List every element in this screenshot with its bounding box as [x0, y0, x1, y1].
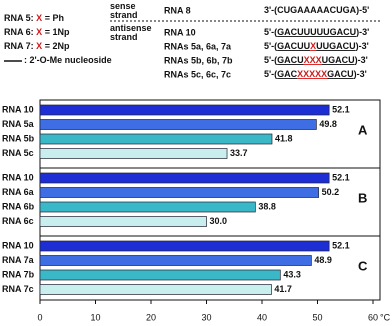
segment: CUGAAAAACUGA — [277, 5, 356, 15]
category-label: RNA 7a — [2, 255, 35, 265]
segment: GACUUUUUGACU — [277, 27, 356, 37]
x-tick-label: 0 — [37, 312, 42, 322]
plot-frame — [39, 99, 381, 301]
value-label: 52.1 — [332, 172, 350, 182]
bar — [39, 240, 330, 252]
segment: )-5' — [356, 5, 369, 15]
bar — [39, 148, 228, 159]
segment: GAC — [277, 69, 298, 79]
bar — [39, 255, 312, 266]
category-label: RNA 5a — [2, 119, 35, 129]
category-label: RNA 5c — [2, 148, 34, 158]
sequence: 5'-(GACUXXXUGACU)-3' — [264, 55, 368, 65]
x-tick-label: 60 — [368, 312, 378, 322]
rna-name: RNAs 5c, 6c, 7c — [164, 69, 231, 79]
segment: RNA 7: — [4, 41, 36, 51]
segment: 3'-( — [264, 5, 277, 15]
segment: GACU — [277, 55, 304, 65]
sequence: 5'-(GACXXXXXGACU)-3' — [264, 69, 367, 79]
strand-label: strand — [110, 32, 138, 42]
strand-label: antisense — [110, 23, 152, 33]
segment: GACU — [327, 69, 354, 79]
segment: = 2Np — [42, 41, 70, 51]
segment: : 2'-O-Me nucleoside — [24, 55, 112, 65]
x-tick-label: 10 — [90, 312, 100, 322]
segment: 5'-( — [264, 55, 277, 65]
value-label: 30.0 — [210, 216, 228, 226]
segment: X — [310, 41, 316, 51]
category-label: RNA 5b — [2, 133, 35, 143]
segment: UUGACU — [316, 41, 356, 51]
rna-name: RNAs 5a, 6a, 7a — [164, 41, 232, 51]
strand-label: strand — [110, 10, 138, 20]
segment: 5'-( — [264, 41, 277, 51]
segment: GACUU — [277, 41, 310, 51]
category-label: RNA 7c — [2, 284, 34, 294]
value-label: 48.9 — [314, 255, 332, 265]
sequence: 5'-(GACUUXUUGACU)-3' — [264, 41, 369, 51]
bar — [39, 216, 207, 227]
category-label: RNA 6c — [2, 216, 34, 226]
rna-name: RNAs 5b, 6b, 7b — [164, 55, 233, 65]
segment: X — [36, 27, 42, 37]
segment: )-3' — [355, 55, 368, 65]
segment: )-3' — [356, 41, 369, 51]
category-label: RNA 10 — [2, 104, 34, 114]
segment: )-3' — [354, 69, 367, 79]
x-tick-label: 30 — [201, 312, 211, 322]
segment: X — [36, 41, 42, 51]
sequence: RNA 5: X = Ph — [4, 13, 64, 23]
category-label: RNA 6a — [2, 187, 35, 197]
value-label: 49.8 — [319, 119, 337, 129]
category-label: RNA 7b — [2, 269, 35, 279]
bar — [39, 284, 272, 295]
panel-label: A — [358, 122, 368, 137]
segment: RNA 6: — [4, 27, 36, 37]
value-label: 41.8 — [275, 133, 293, 143]
x-axis-label: °C — [380, 312, 391, 322]
bar — [39, 187, 319, 198]
category-label: RNA 10 — [2, 172, 34, 182]
x-tick-label: 50 — [312, 312, 322, 322]
segment: X — [36, 13, 42, 23]
value-label: 52.1 — [332, 240, 350, 250]
sequence: 5'-(GACUUUUUGACU)-3' — [264, 27, 369, 37]
sequence: RNA 6: X = 1Np — [4, 27, 70, 37]
segment: XXX — [304, 55, 322, 65]
value-label: 43.3 — [283, 269, 301, 279]
segment: )-3' — [356, 27, 369, 37]
sequence: 3'-(CUGAAAAACUGA)-5' — [264, 5, 369, 15]
segment: RNA 5: — [4, 13, 36, 23]
panel-label: B — [358, 190, 367, 205]
category-label: RNA 10 — [2, 240, 34, 250]
x-tick-label: 20 — [146, 312, 156, 322]
segment: UGACU — [322, 55, 355, 65]
panel-label: C — [358, 258, 368, 273]
rna-name: RNA 8 — [164, 5, 191, 15]
category-label: RNA 6b — [2, 201, 35, 211]
bar — [39, 104, 330, 116]
segment: = Ph — [42, 13, 64, 23]
value-label: 50.2 — [322, 187, 340, 197]
segment: 5'-( — [264, 69, 277, 79]
segment: = 1Np — [42, 27, 70, 37]
sequence: : 2'-O-Me nucleoside — [24, 55, 112, 65]
value-label: 33.7 — [230, 148, 248, 158]
bar — [39, 269, 281, 281]
rna-name: RNA 10 — [164, 27, 196, 37]
sequence: RNA 7: X = 2Np — [4, 41, 70, 51]
bar — [39, 133, 273, 145]
segment: 5'-( — [264, 27, 277, 37]
value-label: 38.8 — [258, 201, 276, 211]
bar — [39, 172, 330, 184]
value-label: 52.1 — [332, 104, 350, 114]
value-label: 41.7 — [274, 284, 292, 294]
strand-label: sense — [110, 1, 136, 11]
bar — [39, 119, 317, 130]
x-tick-label: 40 — [257, 312, 267, 322]
segment: XXXXX — [297, 69, 327, 79]
bar — [39, 201, 256, 213]
